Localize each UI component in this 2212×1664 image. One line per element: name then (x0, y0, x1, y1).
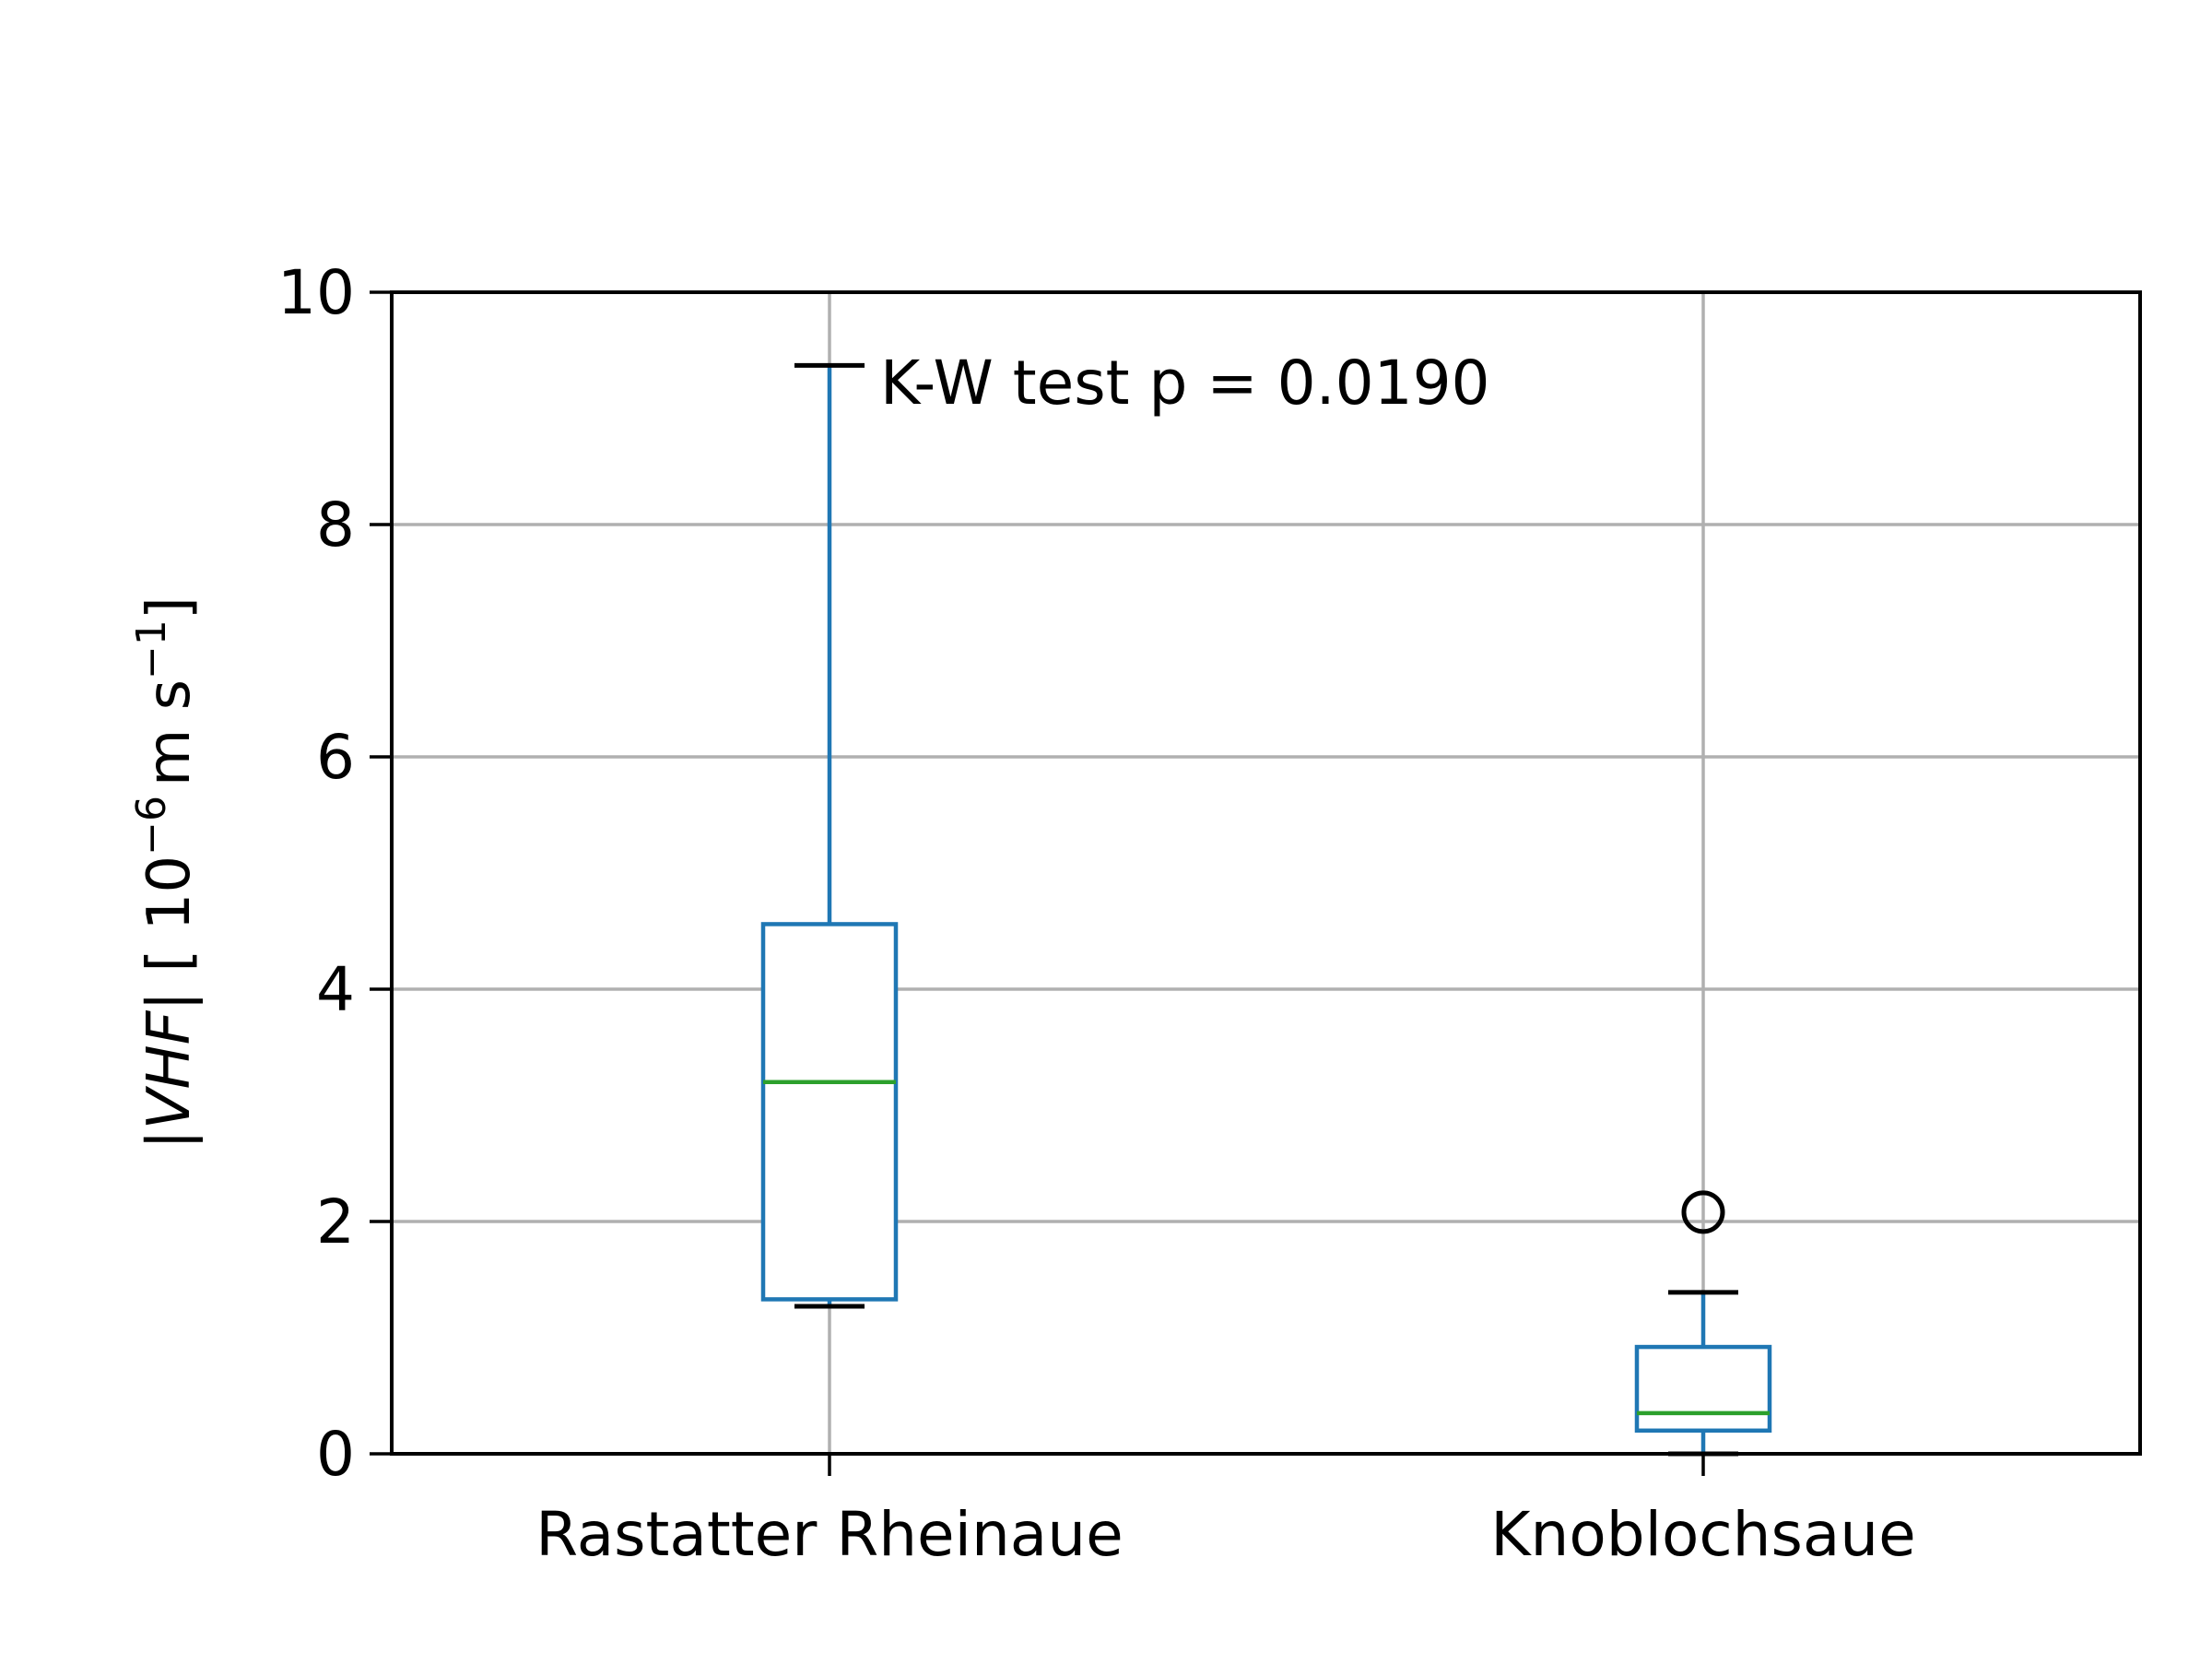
tick-layer: 0 2 4 6 8 10 Rastatter Rheinaue Knoblochsaue (277, 257, 1916, 1570)
grid-layer (392, 290, 2140, 1456)
y-label-exponent-2: −1 (128, 620, 175, 679)
x-tick-label: Rastatter Rheinaue (535, 1499, 1123, 1570)
y-tick-label: 10 (277, 257, 355, 328)
box-group (1634, 1190, 1772, 1457)
box-layer (760, 362, 1772, 1457)
box-group (760, 362, 899, 1309)
plot-frame (390, 290, 2142, 1456)
y-tick-label: 2 (316, 1186, 355, 1257)
y-label-units: m s (135, 679, 204, 786)
iqr-box (760, 922, 899, 1302)
kw-test-annotation: K-W test p = 0.0190 (880, 348, 1490, 419)
y-tick-label: 4 (316, 954, 355, 1025)
y-label-middle: | [ 10 (135, 856, 204, 1011)
x-tick-label: Knoblochsaue (1490, 1499, 1915, 1570)
y-tick-label: 8 (316, 490, 355, 561)
outlier-point (1681, 1190, 1725, 1234)
y-label-prefix: | (135, 1129, 204, 1150)
y-label-close: ] (135, 596, 204, 620)
y-tick-label: 6 (316, 722, 355, 793)
y-label-exponent-1: −6 (128, 796, 175, 856)
y-axis-label: |VHF| [ 10−6 m s−1] (128, 596, 204, 1150)
y-tick-label: 0 (316, 1419, 355, 1490)
y-label-variable: VHF (135, 1009, 204, 1129)
iqr-box (1634, 1344, 1772, 1434)
